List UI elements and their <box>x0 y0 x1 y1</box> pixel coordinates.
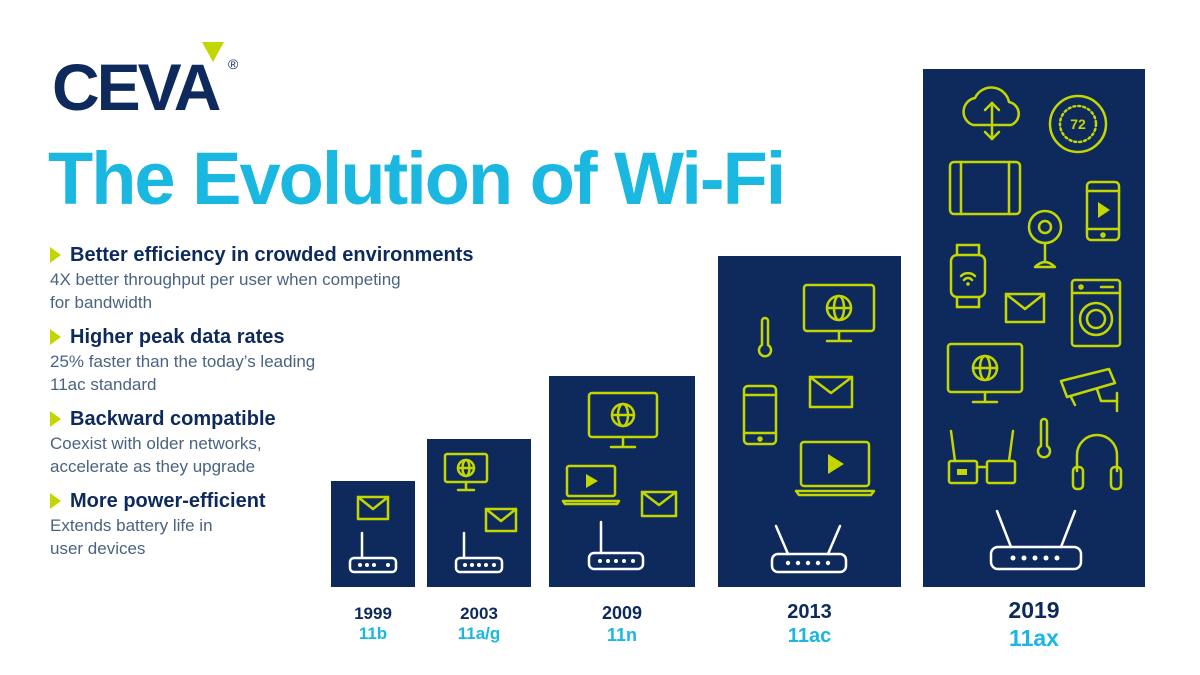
router-icon <box>587 520 645 571</box>
smartphone-icon <box>742 384 778 446</box>
monitor-globe-icon <box>802 283 876 343</box>
thermostat-icon <box>1048 94 1108 154</box>
generation-year: 2013 <box>787 601 832 623</box>
cctv-camera-icon <box>1059 367 1119 413</box>
feature-description: 11ac standard <box>50 375 157 394</box>
envelope-icon <box>1004 292 1046 324</box>
envelope-icon <box>640 490 678 518</box>
generation-panel-2019: 72 <box>923 69 1145 587</box>
thermometer-icon <box>757 316 773 358</box>
feature-heading: Better efficiency in crowded environment… <box>70 244 474 266</box>
feature-description: Extends battery life in <box>50 516 213 535</box>
feature-description: accelerate as they upgrade <box>50 457 256 476</box>
generation-label-2009: 2009 11n <box>549 603 695 646</box>
generation-standard: 11ac <box>787 625 832 647</box>
feature-description: 4X better throughput per user when compe… <box>50 270 401 289</box>
generation-panel-2003 <box>427 439 531 587</box>
generation-panel-2013 <box>718 256 901 587</box>
cloud-sync-icon <box>962 86 1020 141</box>
router-icon <box>454 531 504 574</box>
monitor-globe-icon <box>587 391 659 449</box>
monitor-globe-icon <box>946 342 1024 404</box>
feature-description: 25% faster than the today’s leading <box>50 352 316 371</box>
generation-standard: 11n <box>606 624 638 645</box>
monitor-globe-icon <box>443 452 489 492</box>
generation-standard: 11b <box>358 624 388 644</box>
headphones-icon <box>1071 433 1123 491</box>
generation-year: 2003 <box>460 604 498 623</box>
security-camera-icon <box>1027 209 1063 269</box>
feature-item: Backward compatible Coexist with older n… <box>50 406 520 478</box>
generation-standard: 11ax <box>1009 624 1059 651</box>
logo-chevron-icon <box>202 42 224 62</box>
feature-item: Higher peak data rates 25% faster than t… <box>50 324 520 396</box>
smartwatch-wifi-icon <box>949 243 987 309</box>
generation-label-2013: 2013 11ac <box>718 600 901 648</box>
washing-machine-icon <box>1070 278 1122 348</box>
feature-heading: Backward compatible <box>70 408 276 430</box>
generation-year: 2009 <box>601 603 643 623</box>
generation-panel-1999 <box>331 481 415 587</box>
bullet-triangle-icon <box>50 411 61 427</box>
feature-list: Better efficiency in crowded environment… <box>50 242 520 570</box>
router-icon <box>770 524 848 574</box>
feature-item: Better efficiency in crowded environment… <box>50 242 520 314</box>
logo-registered-mark: ® <box>228 56 239 72</box>
thermometer-icon <box>1036 417 1052 459</box>
tablet-icon <box>948 160 1022 216</box>
generation-label-1999: 1999 11b <box>331 604 415 645</box>
generation-year: 1999 <box>354 604 392 623</box>
ceva-logo: CEVA ® <box>52 40 252 124</box>
bullet-triangle-icon <box>50 329 61 345</box>
page-title: The Evolution of Wi-Fi <box>48 137 786 220</box>
generation-standard: 11a/g <box>457 624 501 644</box>
laptop-video-icon <box>794 440 876 497</box>
feature-description: user devices <box>50 539 146 558</box>
feature-description: for bandwidth <box>50 293 153 312</box>
thermostat-reading: 72 <box>1070 116 1086 132</box>
envelope-icon <box>808 375 854 409</box>
generation-year: 2019 <box>1008 597 1060 623</box>
envelope-icon <box>484 507 518 533</box>
bullet-triangle-icon <box>50 247 61 263</box>
router-icon <box>989 509 1083 571</box>
bullet-triangle-icon <box>50 493 61 509</box>
laptop-video-icon <box>561 464 621 506</box>
generation-panel-2009 <box>549 376 695 587</box>
feature-heading: Higher peak data rates <box>70 326 285 348</box>
logo-wordmark: CEVA <box>52 50 221 124</box>
feature-item: More power-efficient Extends battery lif… <box>50 488 520 560</box>
smart-glasses-icon <box>947 429 1017 485</box>
feature-description: Coexist with older networks, <box>50 434 262 453</box>
generation-label-2003: 2003 11a/g <box>427 604 531 645</box>
router-icon <box>348 531 398 574</box>
envelope-icon <box>356 495 390 521</box>
generation-label-2019: 2019 11ax <box>923 597 1145 652</box>
smartphone-video-icon <box>1085 180 1121 242</box>
feature-heading: More power-efficient <box>70 490 266 512</box>
